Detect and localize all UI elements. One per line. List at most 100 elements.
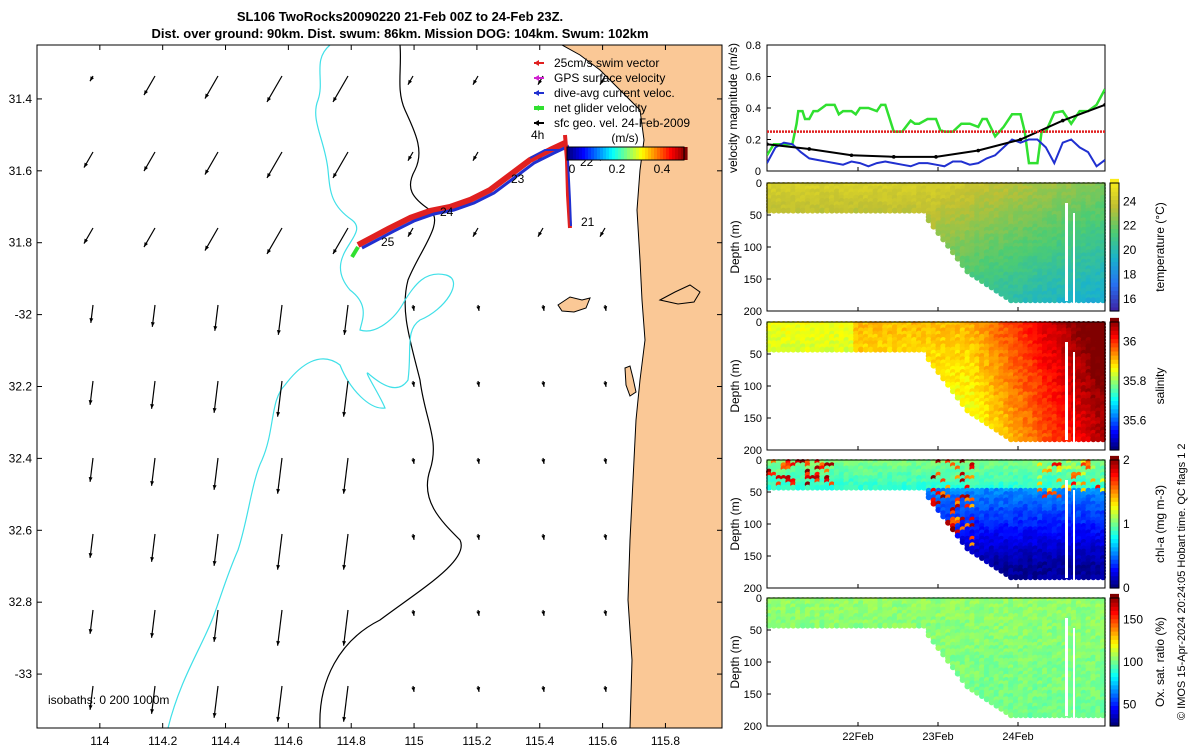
- speed-colorbar-step: [633, 147, 637, 160]
- depth-tick-label: 50: [750, 349, 762, 361]
- section-colorbar-step: [1110, 488, 1119, 494]
- section-colorbar-label: chl-a (mg m-3): [1153, 485, 1167, 563]
- geo-vector-head: [541, 687, 546, 692]
- section-data-point: [901, 207, 908, 214]
- section-colorbar-step: [1110, 416, 1119, 422]
- geo-vector: [150, 533, 156, 562]
- geo-vector-head: [84, 238, 88, 244]
- map-ytick-label: -33: [15, 667, 33, 681]
- section-colorbar-tick: 36: [1123, 335, 1137, 349]
- section-colorbar-step: [1110, 294, 1119, 300]
- section-data-point: [1041, 297, 1048, 304]
- map-ytick-label: 32.6: [9, 523, 33, 537]
- legend-label: 25cm/s swim vector: [554, 56, 659, 70]
- geo-vector-head: [342, 640, 347, 646]
- speed-colorbar-step: [663, 147, 667, 160]
- section-colorbar-step: [1110, 236, 1119, 242]
- section-colorbar-label: salinity: [1153, 368, 1167, 405]
- speed-colorbar-step: [582, 147, 586, 160]
- geo-vector-head: [88, 400, 93, 405]
- section-data-point: [824, 207, 831, 214]
- depth-tick-label: 100: [744, 381, 762, 393]
- section-colorbar-step: [1110, 559, 1119, 564]
- section-colorbar-step: [1110, 388, 1119, 393]
- geo-vector-head: [541, 306, 546, 311]
- section-data-point: [1051, 297, 1058, 304]
- section-data-point: [780, 346, 787, 353]
- section-data-point: [1022, 297, 1029, 304]
- section-data-point: [1085, 297, 1092, 304]
- speed-colorbar-tick: 0: [569, 162, 576, 176]
- track-day-label: 23: [511, 172, 525, 186]
- section-colorbar-step: [1110, 216, 1119, 221]
- section-colorbar-step: [1110, 273, 1119, 279]
- section-colorbar-step: [1110, 484, 1119, 490]
- section-colorbar-step: [1110, 509, 1119, 515]
- section-data-point: [1080, 297, 1087, 304]
- section-colorbar-step: [1110, 460, 1119, 465]
- island: [557, 296, 591, 313]
- geo-vector-head: [212, 636, 217, 642]
- speed-colorbar-title: (m/s): [611, 131, 638, 145]
- section-colorbar-step: [1110, 183, 1119, 188]
- section-colorbar-step: [1110, 306, 1119, 312]
- track-day-label: 25: [381, 235, 395, 249]
- section-data-point: [930, 223, 937, 230]
- section-colorbar-step: [1110, 203, 1119, 209]
- depth-tick-label: 0: [756, 317, 762, 329]
- section-colorbar-step: [1110, 464, 1119, 469]
- section-data-point: [1075, 297, 1082, 304]
- section-gap: [1065, 480, 1068, 578]
- section-colorbar-step: [1110, 302, 1119, 308]
- section-data-point: [790, 346, 797, 353]
- speed-colorbar: (m/s)0 0.2 0.4: [566, 131, 688, 176]
- geo-velocity-point: [767, 142, 769, 147]
- geo-vector: [150, 380, 156, 409]
- section-colorbar-step: [1110, 521, 1119, 527]
- geo-vector: [343, 304, 349, 335]
- geo-vector-head: [205, 245, 209, 251]
- track-day-label: 24: [440, 205, 454, 219]
- section-data-point: [848, 207, 855, 214]
- section-data-point: [780, 207, 787, 214]
- section-colorbar-step: [1110, 253, 1119, 258]
- section-colorbar-step: [1110, 338, 1119, 344]
- geo-vector-head: [342, 329, 347, 335]
- depth-tick-label: 100: [744, 519, 762, 531]
- section-colorbar-step: [1110, 550, 1119, 556]
- geo-vector-head: [276, 716, 281, 722]
- section-data-point: [799, 207, 806, 214]
- section-colorbar-step: [1110, 425, 1119, 430]
- speed-colorbar-step: [648, 147, 652, 160]
- section-data-point: [1017, 297, 1024, 304]
- section-data-point: [1056, 297, 1063, 304]
- geo-vector-head: [267, 249, 271, 254]
- section-gap: [1065, 342, 1068, 440]
- section-colorbar-step: [1110, 392, 1119, 397]
- geo-vector-head: [89, 318, 94, 323]
- section-colorbar-step: [1110, 261, 1119, 267]
- section-colorbar-step: [1110, 497, 1119, 502]
- swim-vectors: [356, 140, 567, 248]
- geo-vector: [277, 609, 283, 646]
- map-xtick-label: 115.4: [525, 734, 554, 748]
- geo-vector-head: [205, 169, 209, 175]
- speed-colorbar-step: [591, 147, 595, 160]
- map-ytick-label: 32.2: [9, 380, 33, 394]
- map-xtick-label: 114.2: [148, 734, 177, 748]
- speed-colorbar-step: [627, 147, 631, 160]
- section-colorbar-step: [1110, 554, 1119, 560]
- section-data-point: [906, 207, 913, 214]
- geo-vector-head: [411, 535, 416, 540]
- geo-vector-head: [476, 459, 481, 464]
- track-link: [529, 149, 562, 159]
- section-colorbar-step: [1110, 421, 1119, 426]
- track-day-label: 21: [581, 215, 595, 229]
- section-colorbar-frame: [1109, 182, 1120, 312]
- section-data-point: [978, 278, 985, 284]
- geo-vector-head: [205, 93, 209, 99]
- velocity-series-line: [767, 138, 1105, 168]
- geo-vector-head: [603, 382, 608, 387]
